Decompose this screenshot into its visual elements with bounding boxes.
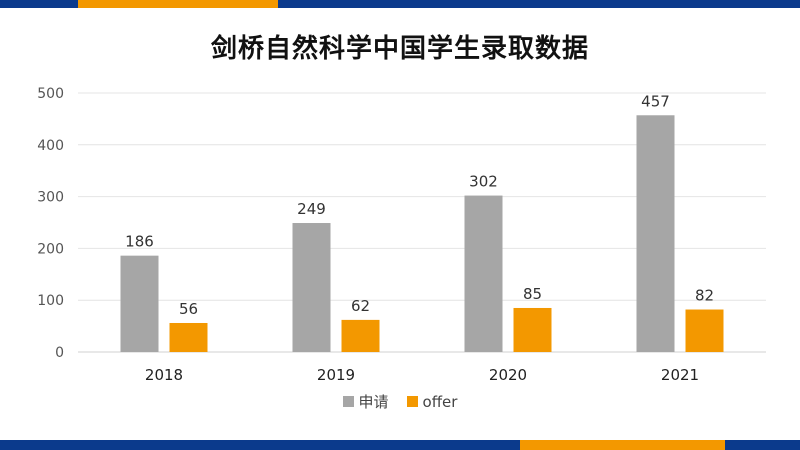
chart-title: 剑桥自然科学中国学生录取数据 bbox=[210, 34, 589, 64]
labels-layer: 186 56 2018 249 62 2019 302 85 2020 457 82 2021 bbox=[125, 92, 714, 384]
legend-item-offer: offer bbox=[406, 392, 458, 411]
data-label: 62 bbox=[351, 297, 370, 315]
bar-offer-2019 bbox=[341, 319, 380, 352]
legend-label-applications: 申请 bbox=[358, 393, 389, 411]
legend-item-applications: 申请 bbox=[342, 391, 389, 412]
y-tick-label: 400 bbox=[37, 138, 64, 154]
bar-applications-2019 bbox=[292, 223, 331, 352]
bar-offer-2021 bbox=[685, 309, 724, 352]
y-tick-label: 200 bbox=[37, 241, 64, 257]
bar-offer-2018 bbox=[169, 322, 208, 352]
bar-applications-2020 bbox=[464, 195, 503, 352]
legend-swatch-applications bbox=[342, 396, 354, 407]
top-decor-bar bbox=[0, 0, 800, 8]
legend-swatch-offer bbox=[406, 396, 418, 407]
data-label: 82 bbox=[695, 287, 714, 305]
data-label: 457 bbox=[641, 92, 670, 110]
data-label: 56 bbox=[179, 300, 198, 318]
y-tick-label: 100 bbox=[37, 293, 64, 309]
y-tick-label: 300 bbox=[37, 190, 64, 206]
bar-offer-2020 bbox=[513, 307, 552, 352]
bottom-accent-bar bbox=[520, 440, 725, 450]
top-accent-bar bbox=[78, 0, 278, 8]
bars-layer bbox=[120, 115, 724, 352]
chart-legend: 申请 offer bbox=[0, 391, 800, 412]
y-tick-label: 500 bbox=[37, 86, 64, 102]
y-tick-label: 0 bbox=[55, 345, 64, 361]
x-tick-label: 2020 bbox=[489, 366, 527, 384]
bar-applications-2021 bbox=[636, 115, 675, 352]
data-label: 249 bbox=[297, 200, 326, 218]
x-tick-label: 2018 bbox=[145, 366, 183, 384]
data-label: 302 bbox=[469, 173, 498, 191]
bottom-decor-bar bbox=[0, 440, 800, 450]
bar-applications-2018 bbox=[120, 255, 159, 352]
data-label: 186 bbox=[125, 233, 154, 251]
data-label: 85 bbox=[523, 285, 542, 303]
legend-label-offer: offer bbox=[422, 392, 458, 411]
x-tick-label: 2021 bbox=[661, 366, 699, 384]
x-tick-label: 2019 bbox=[317, 366, 355, 384]
